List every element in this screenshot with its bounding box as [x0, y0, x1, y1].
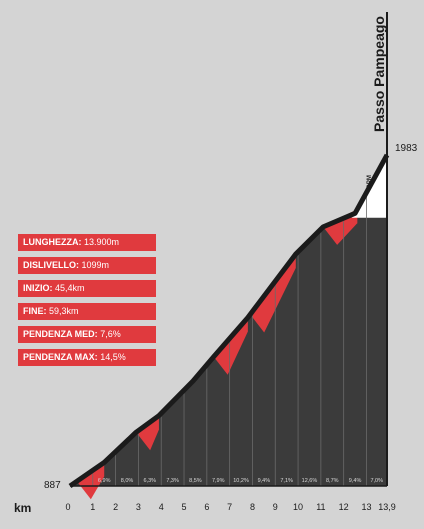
- segment-gradient-label: 6,9%: [98, 478, 111, 484]
- segment-gradient-label: 8,5%: [189, 478, 202, 484]
- summit-elevation: 1983: [395, 143, 418, 154]
- climb-title: Passo Pampeago: [371, 16, 387, 132]
- x-tick-label: 2: [113, 502, 118, 512]
- stat-max-gradient: PENDENZA MAX: 14,5%: [18, 349, 156, 366]
- segment-gradient-label: 7,3%: [166, 478, 179, 484]
- gradient-band-0: [76, 462, 105, 500]
- segment-gradient-label: 9,4%: [258, 478, 271, 484]
- x-tick-labels: 0 1 2 3 4 5 6 7 8 9 10 11 12 13 13,9: [65, 502, 395, 512]
- segment-gradient-label: 9,4%: [349, 478, 362, 484]
- x-tick-label: 10: [293, 502, 303, 512]
- x-tick-label: 4: [159, 502, 164, 512]
- x-tick-label: 3: [136, 502, 141, 512]
- gpm-text: GPM: [367, 175, 373, 189]
- x-tick-label: 9: [273, 502, 278, 512]
- gradient-highlight-bands: [76, 209, 358, 500]
- x-tick-label: 12: [339, 502, 349, 512]
- x-tick-label: 5: [182, 502, 187, 512]
- segment-gradient-label: 6,3%: [144, 478, 157, 484]
- gpm-badge: GPM: [363, 175, 377, 189]
- summit-name: Passo Pampeago: [371, 12, 387, 136]
- segment-dividers: [92, 195, 367, 486]
- x-axis-label: km: [14, 501, 32, 515]
- gradient-band-2: [213, 317, 248, 375]
- gradient-band-3: [250, 254, 296, 333]
- stat-end: FINE: 59,3km: [18, 303, 156, 320]
- stat-length: LUNGHEZZA: 13.900m: [18, 234, 156, 251]
- stat-start: INIZIO: 45,4km: [18, 280, 156, 297]
- gradient-labels: 6,9% 8,0% 6,3% 7,3% 8,5% 7,9% 10,2% 9,4% 7,1% 12,…: [98, 478, 383, 484]
- x-tick-label: 7: [227, 502, 232, 512]
- gradient-band-1: [136, 415, 159, 451]
- segment-gradient-label: 7,0%: [370, 478, 383, 484]
- x-tick-label: 1: [90, 502, 95, 512]
- stat-avg-gradient: PENDENZA MED: 7,6%: [18, 326, 156, 343]
- x-tick-label: 13,9: [378, 502, 396, 512]
- segment-gradient-label: 12,6%: [302, 478, 318, 484]
- segment-gradient-label: 7,9%: [212, 478, 225, 484]
- segment-gradient-label: 10,2%: [233, 478, 249, 484]
- profile-area: [70, 155, 387, 486]
- x-tick-label: 13: [361, 502, 371, 512]
- stat-elevation-gain: DISLIVELLO: 1099m: [18, 257, 156, 274]
- climb-stats: LUNGHEZZA: 13.900m DISLIVELLO: 1099m INI…: [18, 234, 156, 372]
- segment-gradient-label: 8,7%: [326, 478, 339, 484]
- segment-gradient-label: 8,0%: [121, 478, 134, 484]
- x-tick-label: 0: [65, 502, 70, 512]
- segment-gradient-label: 7,1%: [280, 478, 293, 484]
- x-tick-label: 8: [250, 502, 255, 512]
- x-tick-label: 6: [204, 502, 209, 512]
- profile-outline: [68, 153, 390, 489]
- start-elevation: 887: [44, 480, 61, 491]
- x-tick-label: 11: [316, 502, 325, 512]
